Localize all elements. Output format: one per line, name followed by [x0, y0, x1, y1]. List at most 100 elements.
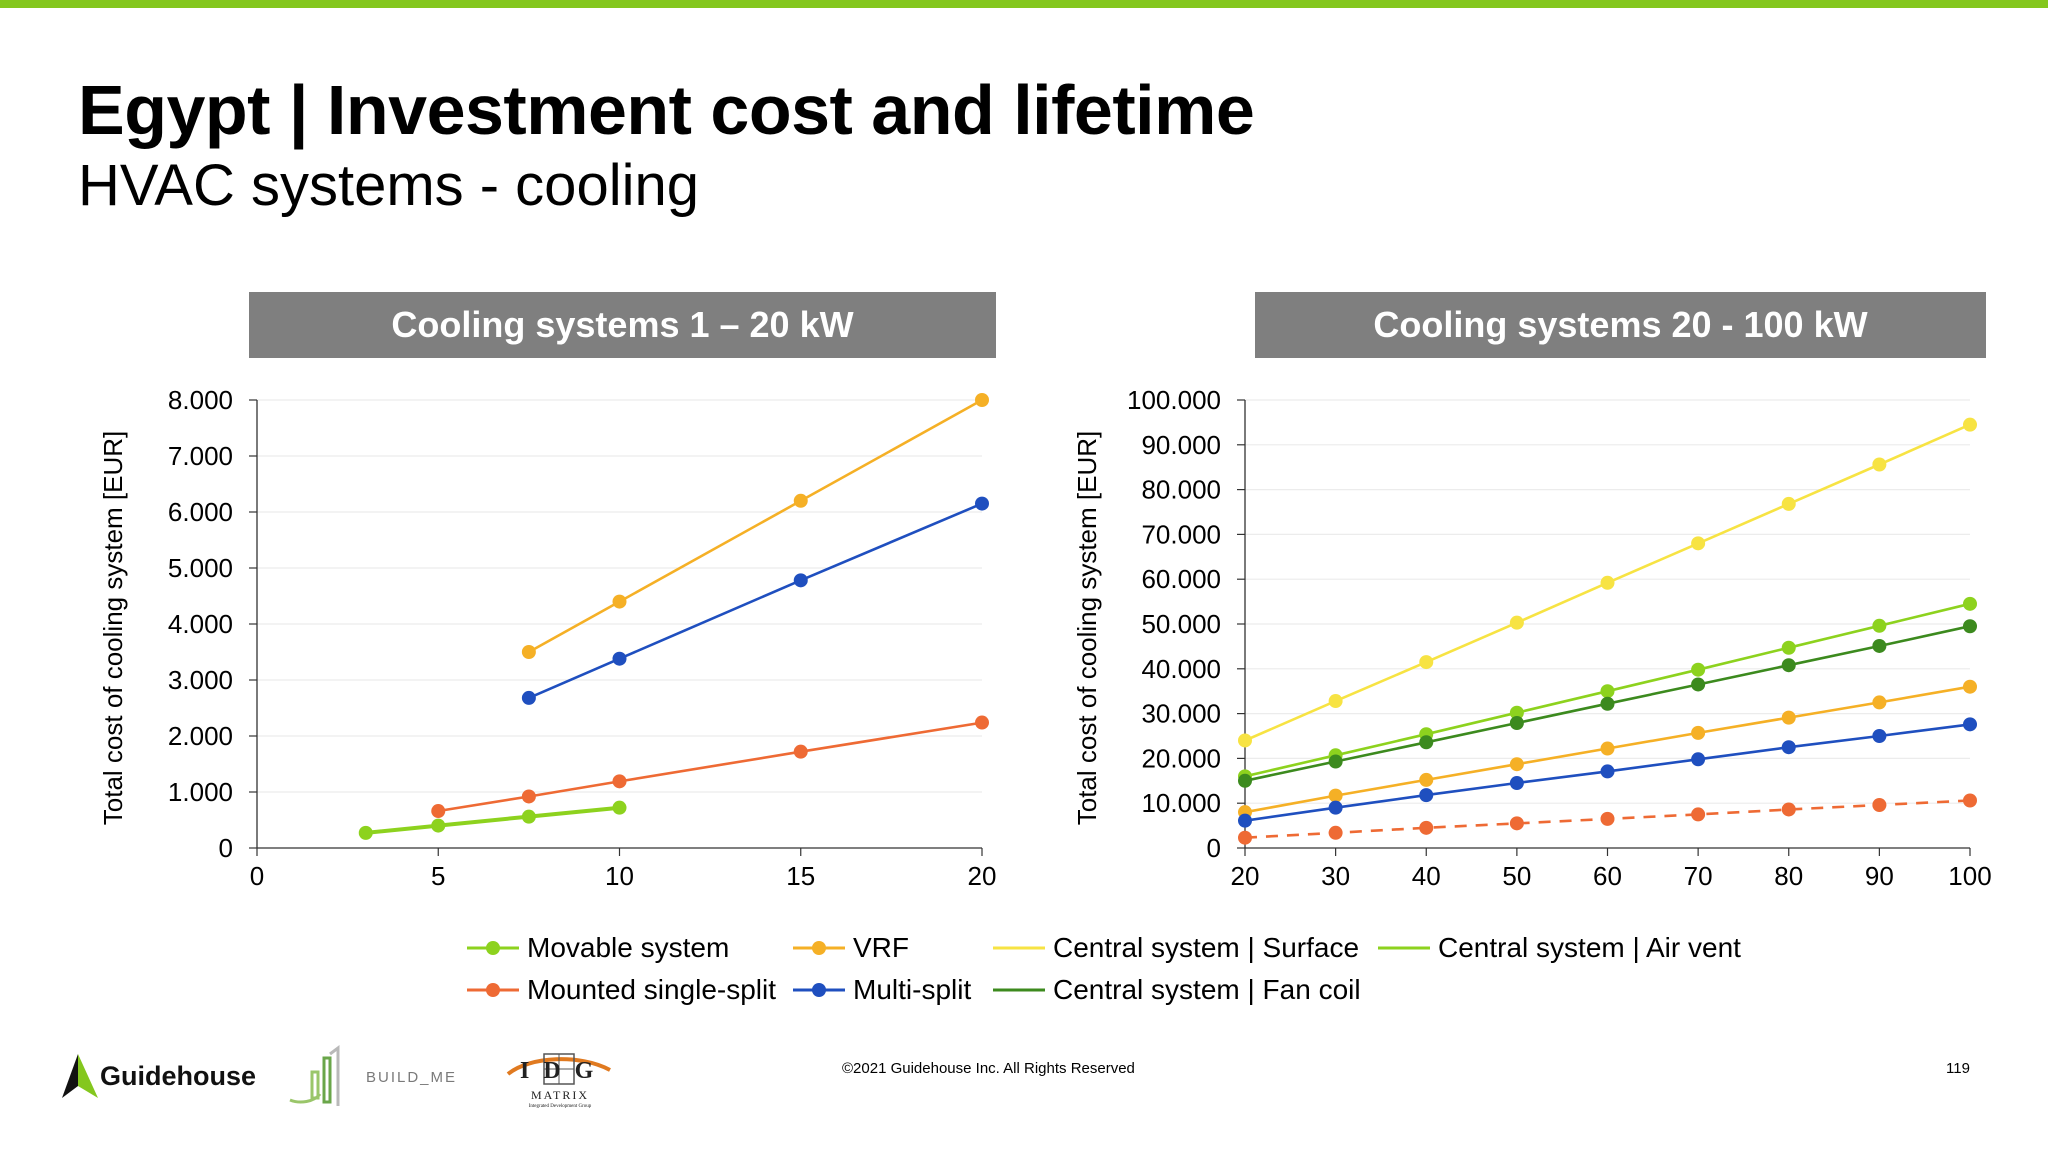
chart-right-point-central-system-fan-coil: [1419, 735, 1434, 750]
chart-right-point-mounted-single-split: [1238, 830, 1252, 845]
legend-item-central-system-surface: Central system | Surface: [991, 932, 1359, 964]
chart-right-point-vrf: [1509, 757, 1524, 772]
chart-right-point-mounted-single-split: [1600, 811, 1615, 826]
chart-right-x-tick-label: 30: [1321, 861, 1350, 891]
chart-right-point-central-system-surface: [1963, 417, 1977, 432]
chart-left-y-tick-label: 7.000: [168, 441, 233, 471]
chart-right-point-multi-split: [1781, 740, 1796, 755]
legend-swatch-marker: [486, 941, 500, 955]
chart-left-point-mounted-single-split: [431, 804, 446, 819]
chart-left-point-mounted-single-split: [612, 774, 627, 789]
chart-right-x-tick-label: 40: [1412, 861, 1441, 891]
chart-left-y-tick-label: 0: [219, 833, 233, 863]
legend-item-central-system-fan-coil: Central system | Fan coil: [991, 974, 1361, 1006]
legend-item-mounted-single-split: Mounted single-split: [465, 974, 776, 1006]
legend-label-central-system-fan-coil: Central system | Fan coil: [1053, 974, 1361, 1005]
chart-right-point-multi-split: [1509, 776, 1524, 791]
page-title: Egypt | Investment cost and lifetime: [78, 71, 1255, 149]
chart-right-x-tick-label: 60: [1593, 861, 1622, 891]
chart-right-point-central-system-surface: [1691, 536, 1706, 551]
chart-right-point-multi-split: [1328, 800, 1343, 815]
chart-left-point-movable-system: [612, 800, 627, 815]
page-subtitle: HVAC systems - cooling: [78, 153, 699, 218]
legend-label-movable-system: Movable system: [527, 932, 730, 963]
legend-swatch-central-system-air-vent: [1378, 946, 1430, 950]
chart-left-point-vrf: [521, 645, 536, 659]
footer-copyright: ©2021 Guidehouse Inc. All Rights Reserve…: [842, 1060, 1135, 1077]
chart-right-point-mounted-single-split: [1963, 793, 1977, 808]
chart-right-point-multi-split: [1872, 729, 1887, 743]
chart-right-point-central-system-fan-coil: [1781, 658, 1796, 673]
chart-left-y-tick-label: 3.000: [168, 665, 233, 695]
chart-left-point-mounted-single-split: [975, 715, 989, 730]
idg-tagline: Integrated Development Group: [528, 1104, 592, 1109]
chart-right-point-central-system-air-vent: [1872, 618, 1887, 633]
chart-left-y-tick-label: 1.000: [168, 777, 233, 807]
chart-right-point-vrf: [1872, 695, 1887, 710]
chart-right-y-tick-label: 100.000: [1127, 385, 1221, 415]
guidehouse-mark-icon: [62, 1054, 98, 1098]
chart-right-x-tick-label: 70: [1684, 861, 1713, 891]
chart-right-y-tick-label: 40.000: [1141, 654, 1221, 684]
chart-right-point-vrf: [1963, 679, 1977, 694]
legend-item-central-system-air-vent: Central system | Air vent: [1376, 932, 1741, 964]
chart-right-x-tick-label: 50: [1502, 861, 1531, 891]
chart-right-point-multi-split: [1238, 813, 1252, 828]
chart-left-point-vrf: [975, 393, 989, 407]
chart-right-point-multi-split: [1419, 788, 1434, 803]
chart-left-x-tick-label: 10: [605, 861, 634, 891]
chart-right-point-central-system-air-vent: [1509, 705, 1524, 720]
chart-left-point-multi-split: [975, 496, 989, 511]
chart-right-y-tick-label: 60.000: [1141, 564, 1221, 594]
chart-right-y-tick-label: 10.000: [1141, 788, 1221, 818]
chart-right-point-central-system-surface: [1509, 615, 1524, 630]
chart-right-point-mounted-single-split: [1781, 802, 1796, 817]
chart-right-point-multi-split: [1963, 717, 1977, 732]
chart-left-x-tick-label: 15: [786, 861, 815, 891]
chart-right-y-tick-label: 90.000: [1141, 430, 1221, 460]
chart-right-point-mounted-single-split: [1872, 797, 1887, 812]
build-me-mark-icon: [289, 1045, 340, 1106]
legend-label-central-system-air-vent: Central system | Air vent: [1438, 932, 1741, 963]
guidehouse-logo-text: Guidehouse: [100, 1060, 257, 1091]
chart-right-point-central-system-surface: [1872, 457, 1887, 472]
chart-left-y-tick-label: 4.000: [168, 609, 233, 639]
chart-right-y-tick-label: 50.000: [1141, 609, 1221, 639]
chart-left-title: Cooling systems 1 – 20 kW: [249, 292, 996, 358]
legend-label-central-system-surface: Central system | Surface: [1053, 932, 1360, 963]
chart-right-y-tick-label: 20.000: [1141, 743, 1221, 773]
chart-left-x-tick-label: 5: [431, 861, 445, 891]
chart-right-point-central-system-surface: [1238, 733, 1252, 748]
legend-item-vrf: VRF: [791, 932, 909, 964]
chart-right-point-central-system-surface: [1781, 496, 1796, 511]
chart-right-point-central-system-fan-coil: [1691, 677, 1706, 692]
chart-right-y-tick-label: 0: [1207, 833, 1221, 863]
chart-left-y-tick-label: 2.000: [168, 721, 233, 751]
chart-left-y-tick-label: 6.000: [168, 497, 233, 527]
chart-right-point-multi-split: [1691, 752, 1706, 767]
chart-right-point-central-system-surface: [1600, 575, 1615, 590]
chart-left-y-tick-label: 8.000: [168, 385, 233, 415]
legend-swatch-marker: [812, 983, 826, 997]
chart-left-point-movable-system: [521, 809, 536, 824]
chart-right-point-central-system-air-vent: [1691, 662, 1706, 677]
page-number: 119: [1946, 1060, 1970, 1077]
chart-right-y-tick-label: 70.000: [1141, 519, 1221, 549]
idg-swoosh-icon: [506, 1053, 611, 1085]
chart-left-series-multi-split-line: [528, 502, 983, 700]
chart-right-point-vrf: [1781, 710, 1796, 725]
chart-left-point-multi-split: [521, 690, 536, 705]
chart-left-point-mounted-single-split: [521, 789, 536, 804]
chart-right-point-central-system-air-vent: [1781, 640, 1796, 655]
chart-left-y-tick-label: 5.000: [168, 553, 233, 583]
build-me-logo-text: BUILD_ME: [366, 1068, 458, 1086]
chart-right-point-mounted-single-split: [1509, 816, 1524, 831]
chart-right-point-central-system-fan-coil: [1963, 619, 1977, 634]
chart-right-point-vrf: [1328, 788, 1343, 803]
chart-right-point-mounted-single-split: [1328, 825, 1343, 840]
chart-left-y-axis-label: Total cost of cooling system [EUR]: [98, 431, 128, 825]
legend-label-mounted-single-split: Mounted single-split: [527, 974, 777, 1005]
chart-right-point-central-system-air-vent: [1600, 684, 1615, 699]
chart-right-title: Cooling systems 20 - 100 kW: [1255, 292, 1986, 358]
legend-swatch-central-system-surface: [993, 946, 1045, 950]
